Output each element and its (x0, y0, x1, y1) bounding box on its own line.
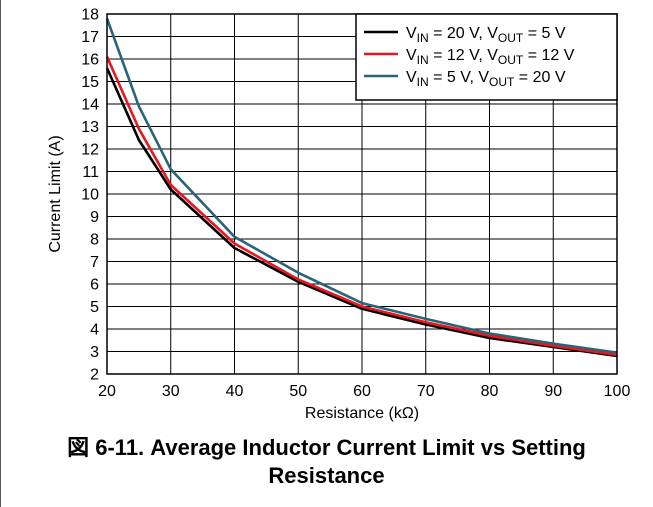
y-tick-label: 8 (90, 232, 99, 249)
legend-label-3: VIN = 5 V, VOUT = 20 V (406, 69, 566, 89)
y-tick-label: 3 (90, 344, 99, 361)
series-line-3 (105, 18, 618, 354)
y-tick-label: 5 (90, 299, 99, 316)
caption-line-2: Resistance (268, 463, 385, 488)
y-tick-labels: 2 3 4 5 6 7 8 9 10 11 12 13 14 15 16 17 18 (81, 7, 99, 384)
y-tick-label: 15 (81, 74, 99, 91)
y-tick-label: 18 (81, 7, 99, 24)
x-axis-label: Resistance (kΩ) (305, 405, 419, 422)
y-tick-label: 7 (90, 254, 99, 271)
y-tick-label: 6 (90, 277, 99, 294)
series-line-1 (105, 67, 618, 358)
current-limit-chart: 20 30 40 50 60 70 80 90 100 2 3 4 5 6 7 8 9 10 11 12 13 14 15… (47, 7, 630, 423)
y-tick-label: 10 (81, 187, 99, 204)
x-tick-labels: 20 30 40 50 60 70 80 90 100 (98, 383, 630, 400)
x-tick-label: 70 (417, 383, 435, 400)
y-tick-label: 13 (81, 119, 99, 136)
x-tick-label: 60 (353, 383, 371, 400)
y-axis-label: Current Limit (A) (47, 135, 64, 252)
page-border (0, 0, 1, 507)
y-tick-label: 9 (90, 209, 99, 226)
series-lines (105, 18, 618, 358)
x-tick-label: 80 (481, 383, 499, 400)
y-tick-label: 11 (82, 164, 99, 181)
series-line-2 (105, 56, 618, 357)
figure-caption: 図 6-11. Average Inductor Current Limit v… (0, 434, 653, 490)
x-tick-label: 100 (604, 383, 631, 400)
legend-label-1: VIN = 20 V, VOUT = 5 V (406, 25, 566, 45)
y-tick-label: 2 (90, 367, 99, 384)
y-tick-label: 4 (90, 322, 99, 339)
x-tick-label: 40 (226, 383, 244, 400)
y-tick-label: 17 (81, 29, 99, 46)
x-tick-label: 30 (162, 383, 180, 400)
y-tick-label: 12 (81, 142, 99, 159)
legend-label-2: VIN = 12 V, VOUT = 12 V (406, 47, 575, 67)
x-tick-label: 20 (98, 383, 116, 400)
caption-line-1: 図 6-11. Average Inductor Current Limit v… (67, 435, 586, 460)
legend-box (355, 13, 618, 101)
y-tick-label: 16 (81, 52, 99, 69)
y-tick-label: 14 (81, 97, 99, 114)
x-tick-label: 90 (544, 383, 562, 400)
x-tick-label: 50 (289, 383, 307, 400)
